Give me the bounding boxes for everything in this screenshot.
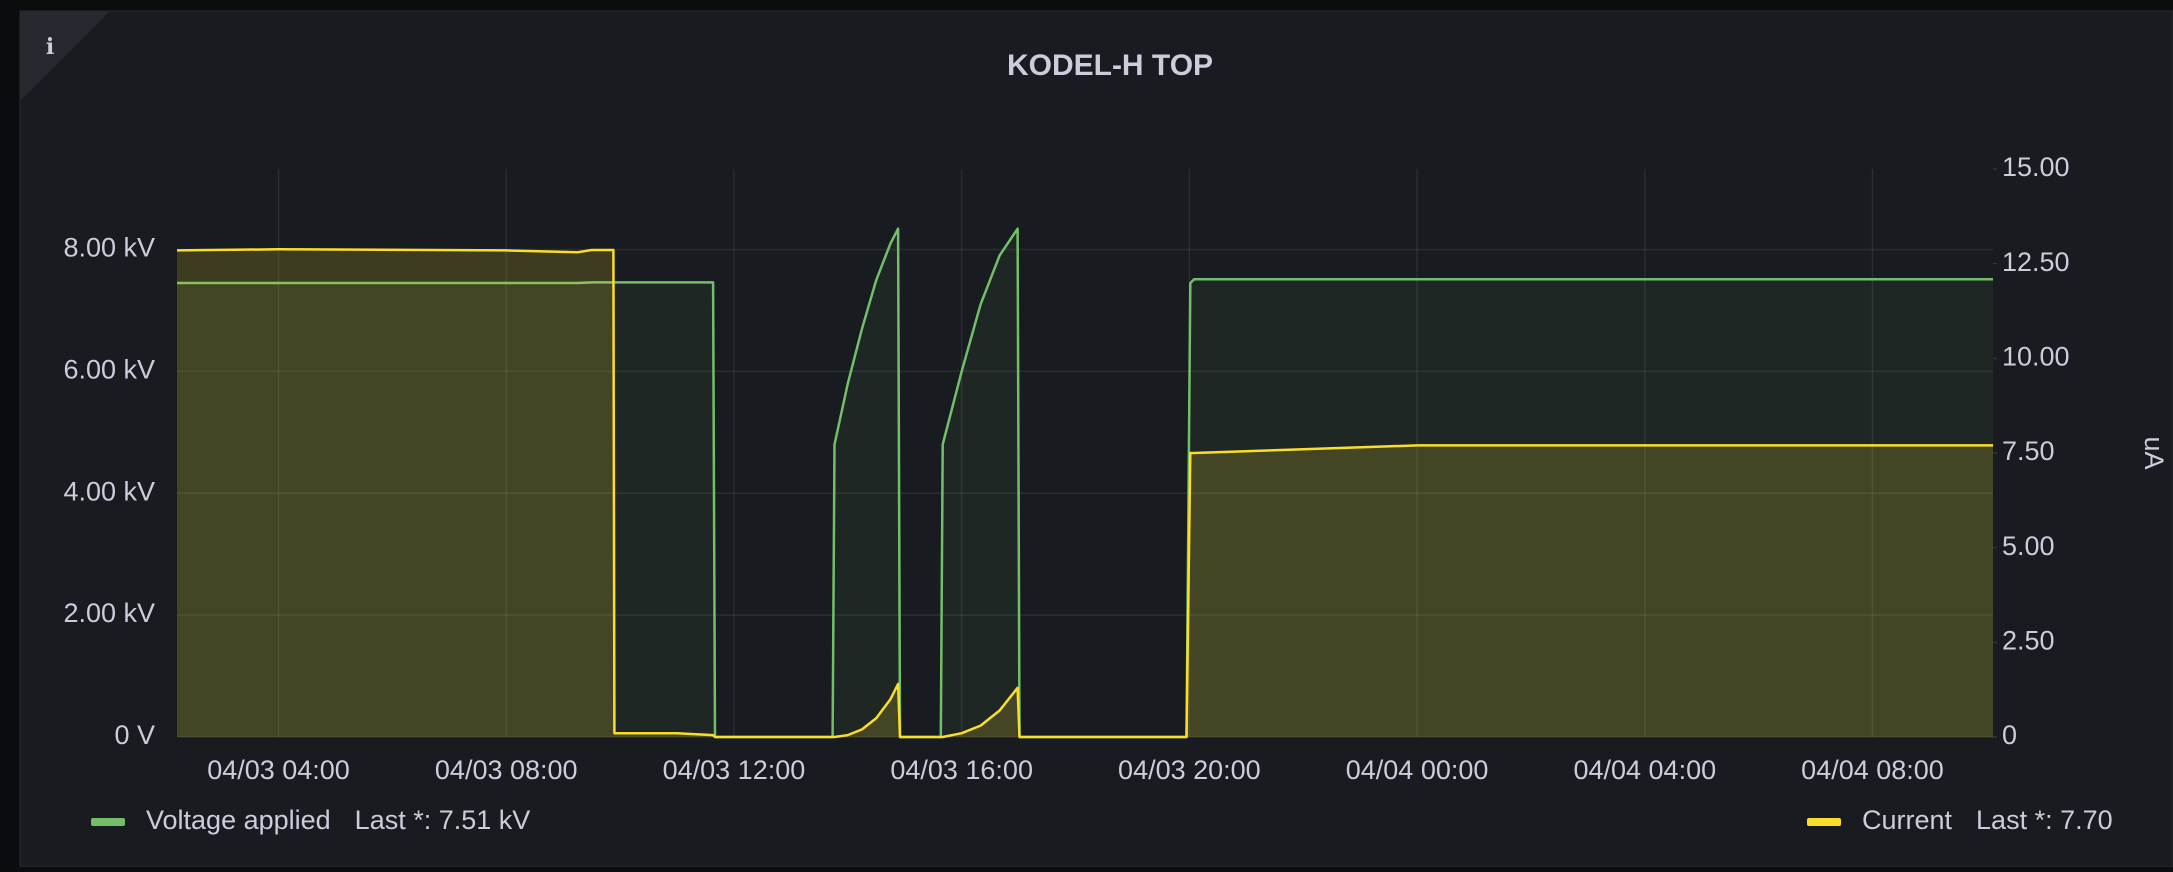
x-tick-label: 04/03 20:00: [1118, 755, 1261, 785]
series-area: [177, 228, 1993, 737]
x-tick-label: 04/04 00:00: [1346, 755, 1489, 785]
info-corner[interactable]: [20, 11, 110, 101]
legend-last: Last *: 7.51 kV: [355, 805, 531, 835]
legend-label: Voltage applied: [146, 805, 331, 835]
panel: [19, 10, 2173, 868]
y2-tick-label: 5.00: [2002, 531, 2055, 561]
y2-tick-label: 10.00: [2002, 341, 2070, 371]
y-tick-label: 0 V: [114, 720, 155, 750]
x-tick-label: 04/04 08:00: [1801, 755, 1944, 785]
y-tick-label: 8.00 kV: [63, 233, 155, 263]
legend-last: Last *: 7.70: [1976, 805, 2113, 835]
y2-axis-label: uA: [2139, 436, 2169, 469]
y2-tick-label: 12.50: [2002, 247, 2070, 277]
x-tick-label: 04/03 12:00: [663, 755, 806, 785]
y2-tick-label: 0: [2002, 720, 2017, 750]
x-tick-label: 04/04 04:00: [1573, 755, 1716, 785]
x-tick-label: 04/03 08:00: [435, 755, 578, 785]
x-tick-label: 04/03 04:00: [207, 755, 350, 785]
y-tick-label: 6.00 kV: [63, 354, 155, 384]
y-tick-label: 2.00 kV: [63, 598, 155, 628]
y2-tick-label: 15.00: [2002, 152, 2070, 182]
series-line: [176, 248, 1993, 739]
x-tick-label: 04/03 16:00: [890, 755, 1033, 785]
y2-tick-label: 2.50: [2002, 625, 2055, 655]
legend-label: Current: [1862, 805, 1953, 835]
info-icon[interactable]: i: [46, 34, 54, 60]
legend-swatch: [91, 818, 125, 826]
y2-tick-label: 7.50: [2002, 436, 2055, 466]
chart-title: KODEL-H TOP: [1007, 49, 1213, 82]
y-tick-label: 4.00 kV: [63, 476, 155, 506]
legend-swatch: [1807, 818, 1841, 826]
series-area: [177, 249, 1993, 738]
